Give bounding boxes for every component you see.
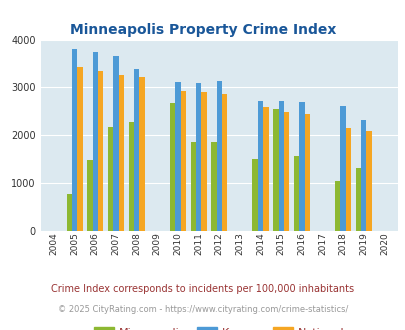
Bar	[360, 119, 366, 231]
Bar	[108, 127, 113, 231]
Bar	[113, 56, 118, 231]
Text: © 2025 CityRating.com - https://www.cityrating.com/crime-statistics/: © 2025 CityRating.com - https://www.city…	[58, 305, 347, 314]
Bar	[128, 122, 134, 231]
Bar	[222, 94, 227, 231]
Bar	[345, 128, 350, 231]
Bar	[293, 156, 298, 231]
Bar	[298, 102, 304, 231]
Bar	[169, 103, 175, 231]
Bar	[87, 160, 92, 231]
Bar	[216, 81, 222, 231]
Bar	[196, 83, 201, 231]
Bar	[355, 168, 360, 231]
Bar	[134, 69, 139, 231]
Bar	[201, 92, 206, 231]
Bar	[72, 49, 77, 231]
Bar	[139, 78, 144, 231]
Bar	[252, 159, 257, 231]
Legend: Minneapolis, Kansas, National: Minneapolis, Kansas, National	[89, 323, 349, 330]
Bar	[118, 75, 124, 231]
Bar	[98, 71, 103, 231]
Bar	[257, 101, 262, 231]
Text: Minneapolis Property Crime Index: Minneapolis Property Crime Index	[70, 23, 335, 37]
Bar	[77, 67, 83, 231]
Bar	[262, 107, 268, 231]
Bar	[273, 110, 278, 231]
Bar	[211, 142, 216, 231]
Bar	[304, 114, 309, 231]
Text: Crime Index corresponds to incidents per 100,000 inhabitants: Crime Index corresponds to incidents per…	[51, 284, 354, 294]
Bar	[366, 130, 371, 231]
Bar	[92, 52, 98, 231]
Bar	[175, 82, 180, 231]
Bar	[283, 112, 288, 231]
Bar	[180, 91, 185, 231]
Bar	[278, 101, 283, 231]
Bar	[190, 142, 196, 231]
Bar	[66, 194, 72, 231]
Bar	[340, 106, 345, 231]
Bar	[334, 181, 340, 231]
